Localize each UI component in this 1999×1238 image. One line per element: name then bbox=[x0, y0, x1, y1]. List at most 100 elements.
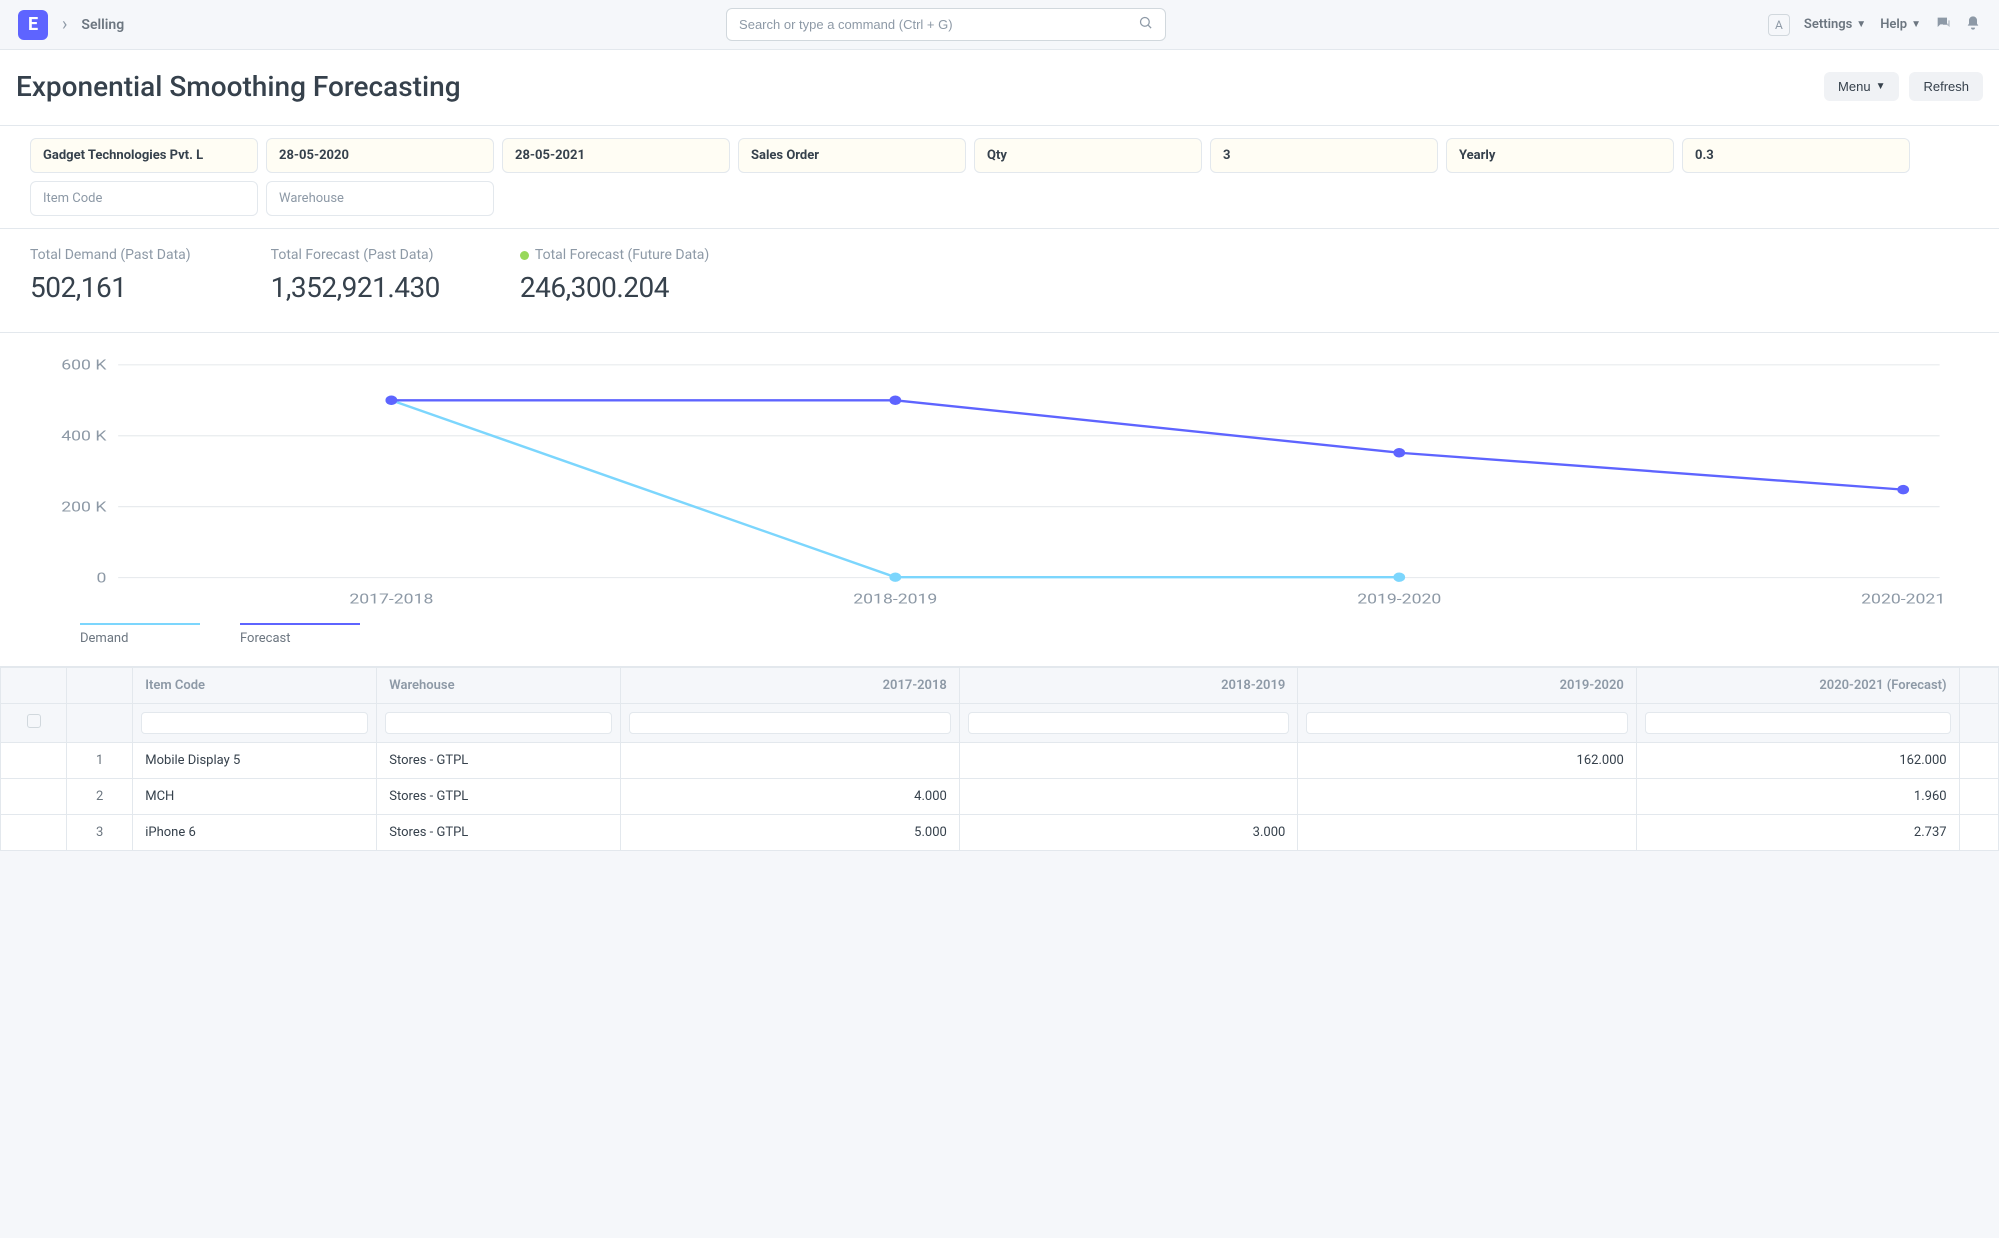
help-menu[interactable]: Help ▼ bbox=[1880, 17, 1921, 32]
cell-item_code: iPhone 6 bbox=[133, 815, 377, 851]
legend-swatch-icon bbox=[80, 623, 200, 625]
menu-button[interactable]: Menu ▼ bbox=[1824, 72, 1899, 101]
legend-item[interactable]: Demand bbox=[80, 623, 200, 646]
table-row[interactable]: 1Mobile Display 5Stores - GTPL 162.000162… bbox=[1, 743, 1999, 779]
breadcrumb[interactable]: Selling bbox=[81, 17, 124, 33]
column-header-2020-2021[interactable]: 2020-2021 (Forecast) bbox=[1636, 668, 1959, 704]
svg-text:2018-2019: 2018-2019 bbox=[853, 590, 937, 607]
cell-2020-2021: 1.960 bbox=[1636, 779, 1959, 815]
forecast-chart: 0 200 K 400 K 600 K 2017-2018 2018-2019 2019-2… bbox=[30, 353, 1969, 613]
column-filter-2017-2018[interactable] bbox=[629, 712, 951, 734]
menu-button-label: Menu bbox=[1838, 79, 1871, 94]
cell-2017-2018: 4.000 bbox=[621, 779, 960, 815]
svg-text:200 K: 200 K bbox=[61, 498, 107, 515]
summary-card: Total Demand (Past Data) 502,161 bbox=[30, 247, 191, 304]
cell-2020-2021: 162.000 bbox=[1636, 743, 1959, 779]
chart-legend: Demand Forecast bbox=[30, 617, 1969, 656]
filter-periodicity[interactable]: Yearly bbox=[1446, 138, 1674, 173]
app-logo[interactable]: E bbox=[18, 10, 48, 40]
search-box[interactable] bbox=[726, 8, 1166, 41]
column-header-item_code[interactable]: Item Code bbox=[133, 668, 377, 704]
navbar: E › Selling A Settings ▼ Help ▼ bbox=[0, 0, 1999, 50]
caret-down-icon: ▼ bbox=[1876, 81, 1886, 92]
refresh-button-label: Refresh bbox=[1923, 79, 1969, 94]
table-row[interactable]: 2MCHStores - GTPL4.000 1.960 bbox=[1, 779, 1999, 815]
filter-warehouse[interactable]: Warehouse bbox=[266, 181, 494, 216]
filter-smoothing_constant[interactable]: 0.3 bbox=[1682, 138, 1910, 173]
column-filter-2020-2021[interactable] bbox=[1645, 712, 1951, 734]
summary-label: Total Forecast (Future Data) bbox=[520, 247, 709, 263]
select-all-checkbox[interactable] bbox=[27, 714, 41, 728]
svg-text:2017-2018: 2017-2018 bbox=[349, 590, 433, 607]
table-body: 1Mobile Display 5Stores - GTPL 162.000162… bbox=[1, 743, 1999, 851]
cell-idx: 2 bbox=[67, 779, 133, 815]
legend-label: Demand bbox=[80, 631, 128, 646]
summary-card: Total Forecast (Future Data)246,300.204 bbox=[520, 247, 709, 304]
summary-label: Total Demand (Past Data) bbox=[30, 247, 191, 263]
cell-2017-2018 bbox=[621, 743, 960, 779]
filter-item_code[interactable]: Item Code bbox=[30, 181, 258, 216]
cell-2020-2021: 2.737 bbox=[1636, 815, 1959, 851]
column-filter-2019-2020[interactable] bbox=[1306, 712, 1628, 734]
content: Gadget Technologies Pvt. L28-05-202028-0… bbox=[0, 126, 1999, 851]
cell-idx: 1 bbox=[67, 743, 133, 779]
svg-text:600 K: 600 K bbox=[61, 356, 107, 373]
table-header-row: Item CodeWarehouse2017-20182018-20192019… bbox=[1, 668, 1999, 704]
column-filter-item_code[interactable] bbox=[141, 712, 368, 734]
column-filter-warehouse[interactable] bbox=[385, 712, 612, 734]
cell-2019-2020 bbox=[1298, 815, 1637, 851]
data-table: Item CodeWarehouse2017-20182018-20192019… bbox=[0, 667, 1999, 851]
filter-based_on_field[interactable]: Qty bbox=[974, 138, 1202, 173]
filters-row: Gadget Technologies Pvt. L28-05-202028-0… bbox=[0, 126, 1999, 229]
svg-text:400 K: 400 K bbox=[61, 427, 107, 444]
refresh-button[interactable]: Refresh bbox=[1909, 72, 1983, 101]
table-filter-row bbox=[1, 704, 1999, 743]
cell-2019-2020: 162.000 bbox=[1298, 743, 1637, 779]
legend-item[interactable]: Forecast bbox=[240, 623, 360, 646]
column-header-idx[interactable] bbox=[67, 668, 133, 704]
filter-from_date[interactable]: 28-05-2020 bbox=[266, 138, 494, 173]
status-dot-icon bbox=[520, 251, 529, 260]
cell-warehouse: Stores - GTPL bbox=[377, 815, 621, 851]
caret-down-icon: ▼ bbox=[1856, 19, 1866, 30]
bell-icon[interactable] bbox=[1965, 15, 1981, 35]
svg-text:2019-2020: 2019-2020 bbox=[1357, 590, 1441, 607]
cell-warehouse: Stores - GTPL bbox=[377, 743, 621, 779]
svg-text:2020-2021: 2020-2021 bbox=[1861, 590, 1945, 607]
cell-2018-2019 bbox=[959, 743, 1298, 779]
summary-card: Total Forecast (Past Data) 1,352,921.430 bbox=[271, 247, 440, 304]
settings-menu[interactable]: Settings ▼ bbox=[1804, 17, 1866, 32]
summary-value: 502,161 bbox=[30, 271, 191, 304]
select-all-header bbox=[1, 668, 67, 704]
table-row[interactable]: 3iPhone 6Stores - GTPL5.0003.0002.737 bbox=[1, 815, 1999, 851]
column-filter-2018-2019[interactable] bbox=[968, 712, 1290, 734]
filter-to_date[interactable]: 28-05-2021 bbox=[502, 138, 730, 173]
legend-label: Forecast bbox=[240, 631, 290, 646]
summary-row: Total Demand (Past Data) 502,161 Total For… bbox=[0, 229, 1999, 333]
scroll-gap bbox=[1959, 668, 1998, 704]
summary-value: 1,352,921.430 bbox=[271, 271, 440, 304]
column-header-2017-2018[interactable]: 2017-2018 bbox=[621, 668, 960, 704]
legend-swatch-icon bbox=[240, 623, 360, 625]
column-header-warehouse[interactable]: Warehouse bbox=[377, 668, 621, 704]
filter-based_on_document[interactable]: Sales Order bbox=[738, 138, 966, 173]
cell-item_code: Mobile Display 5 bbox=[133, 743, 377, 779]
summary-label: Total Forecast (Past Data) bbox=[271, 247, 440, 263]
chevron-right-icon: › bbox=[62, 14, 67, 35]
help-label: Help bbox=[1880, 17, 1907, 32]
avatar[interactable]: A bbox=[1768, 14, 1790, 36]
column-header-2019-2020[interactable]: 2019-2020 bbox=[1298, 668, 1637, 704]
cell-2018-2019: 3.000 bbox=[959, 815, 1298, 851]
search-icon bbox=[1138, 15, 1153, 34]
search-input[interactable] bbox=[739, 17, 1138, 32]
svg-text:0: 0 bbox=[96, 569, 106, 586]
filter-company[interactable]: Gadget Technologies Pvt. L bbox=[30, 138, 258, 173]
page-actions: Menu ▼ Refresh bbox=[1824, 72, 1983, 101]
cell-warehouse: Stores - GTPL bbox=[377, 779, 621, 815]
cell-2018-2019 bbox=[959, 779, 1298, 815]
filter-periods[interactable]: 3 bbox=[1210, 138, 1438, 173]
chart-area: 0 200 K 400 K 600 K 2017-2018 2018-2019 2019-2… bbox=[0, 333, 1999, 667]
column-header-2018-2019[interactable]: 2018-2019 bbox=[959, 668, 1298, 704]
cell-item_code: MCH bbox=[133, 779, 377, 815]
feedback-icon[interactable] bbox=[1935, 15, 1951, 35]
